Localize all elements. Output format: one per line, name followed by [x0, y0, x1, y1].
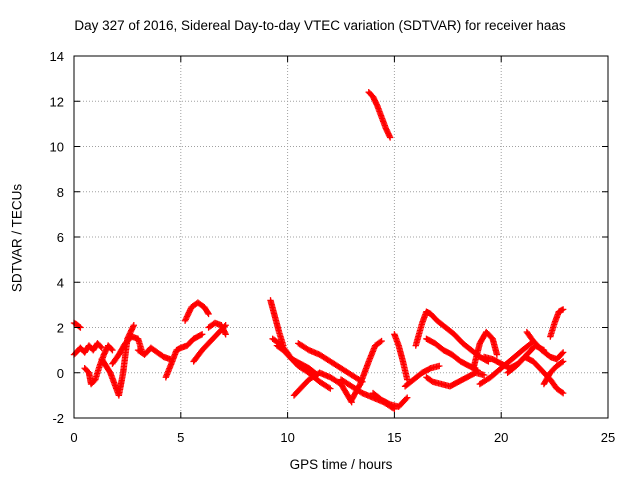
- y-tick-label: 14: [50, 49, 64, 64]
- x-tick-label: 20: [494, 430, 508, 445]
- data-point: [108, 345, 115, 353]
- data-point: [76, 323, 83, 330]
- data-point: [559, 389, 567, 397]
- data-point: [198, 331, 206, 338]
- x-tick-label: 0: [70, 430, 77, 445]
- data-point: [558, 359, 566, 366]
- data-point: [402, 395, 410, 402]
- y-tick-label: 4: [57, 275, 64, 290]
- data-point: [404, 394, 411, 401]
- data-point: [526, 341, 534, 348]
- data-point: [325, 384, 333, 391]
- data-point: [377, 338, 384, 346]
- data-points: [70, 89, 567, 413]
- x-axis-label: GPS time / hours: [289, 457, 393, 472]
- y-tick-label: 12: [50, 94, 64, 109]
- data-point: [130, 322, 138, 329]
- x-tick-label: 25: [601, 430, 615, 445]
- data-point: [559, 306, 567, 313]
- data-point: [436, 362, 443, 370]
- data-point: [97, 343, 104, 350]
- data-point: [558, 350, 566, 357]
- y-tick-label: -2: [52, 411, 64, 426]
- data-point: [480, 371, 488, 379]
- y-tick-label: 10: [50, 140, 64, 155]
- data-point: [204, 309, 212, 316]
- data-point: [559, 358, 567, 365]
- data-point: [327, 385, 334, 392]
- data-point: [386, 134, 394, 141]
- data-point: [493, 351, 501, 358]
- y-tick-label: 8: [57, 185, 64, 200]
- x-tick-label: 15: [387, 430, 401, 445]
- y-tick-label: 0: [57, 366, 64, 381]
- y-tick-label: 6: [57, 230, 64, 245]
- y-tick-label: 2: [57, 321, 64, 336]
- chart-title: Day 327 of 2016, Sidereal Day-to-day VTE…: [74, 18, 566, 33]
- grid-lines: [74, 56, 608, 418]
- data-point: [558, 389, 566, 396]
- axis-ticks: 0 5 10 15 20 25 -2 0 2 4 6 8 10 12 14: [50, 49, 616, 445]
- data-point: [222, 331, 229, 338]
- x-tick-label: 5: [177, 430, 184, 445]
- x-tick-label: 10: [280, 430, 294, 445]
- data-point: [559, 349, 567, 356]
- data-point: [378, 337, 385, 345]
- data-point: [109, 346, 116, 354]
- data-point: [205, 310, 212, 318]
